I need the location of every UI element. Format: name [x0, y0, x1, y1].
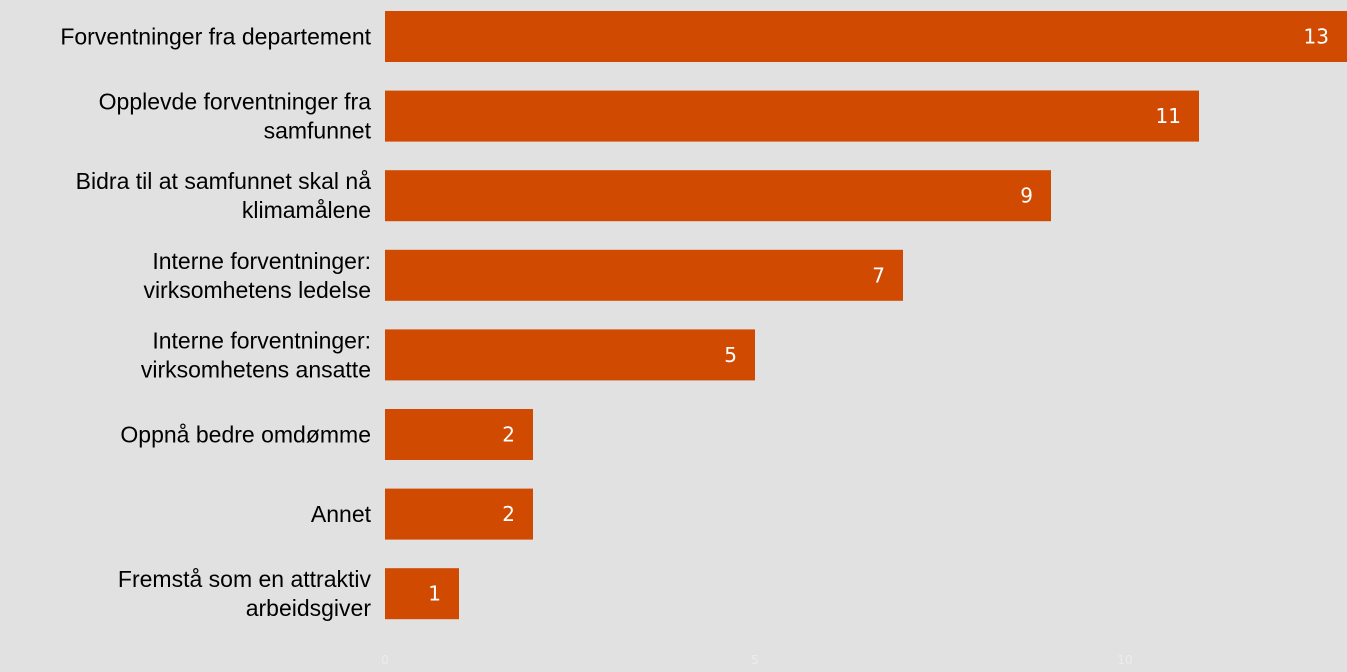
bar-1 — [385, 90, 1199, 142]
x-tick-label-1: 5 — [751, 653, 759, 667]
value-label-5: 2 — [502, 423, 515, 447]
category-label-1: Opplevde forventninger fra samfunnet — [99, 89, 372, 144]
value-label-1: 11 — [1156, 104, 1181, 128]
category-label-2: Bidra til at samfunnet skal nå klimamålen… — [76, 168, 372, 223]
value-label-4: 5 — [724, 343, 737, 367]
category-label-7: Fremstå som en attraktiv arbeidsgiver — [118, 566, 372, 621]
category-label-4: Interne forventninger: virksomhetens ansa… — [141, 327, 371, 382]
category-label-3: Interne forventninger: virksomhetens lede… — [143, 248, 371, 303]
bar-5 — [385, 409, 533, 460]
value-label-6: 2 — [502, 502, 515, 526]
x-tick-label-2: 10 — [1117, 653, 1132, 667]
bar-3 — [385, 249, 903, 301]
value-label-2: 9 — [1020, 184, 1033, 208]
bar-4 — [385, 329, 755, 381]
x-tick-label-0: 0 — [381, 653, 389, 667]
value-label-7: 1 — [428, 582, 441, 606]
category-label-5: Oppnå bedre omdømme — [120, 422, 371, 448]
bar-2 — [385, 170, 1051, 222]
category-label-0: Forventninger fra departement — [60, 24, 371, 50]
category-label-6: Annet — [311, 501, 372, 527]
bar-0 — [385, 11, 1347, 62]
value-label-3: 7 — [872, 263, 885, 287]
bar-7 — [385, 568, 459, 620]
bar-6 — [385, 488, 533, 540]
value-label-0: 13 — [1304, 25, 1329, 49]
